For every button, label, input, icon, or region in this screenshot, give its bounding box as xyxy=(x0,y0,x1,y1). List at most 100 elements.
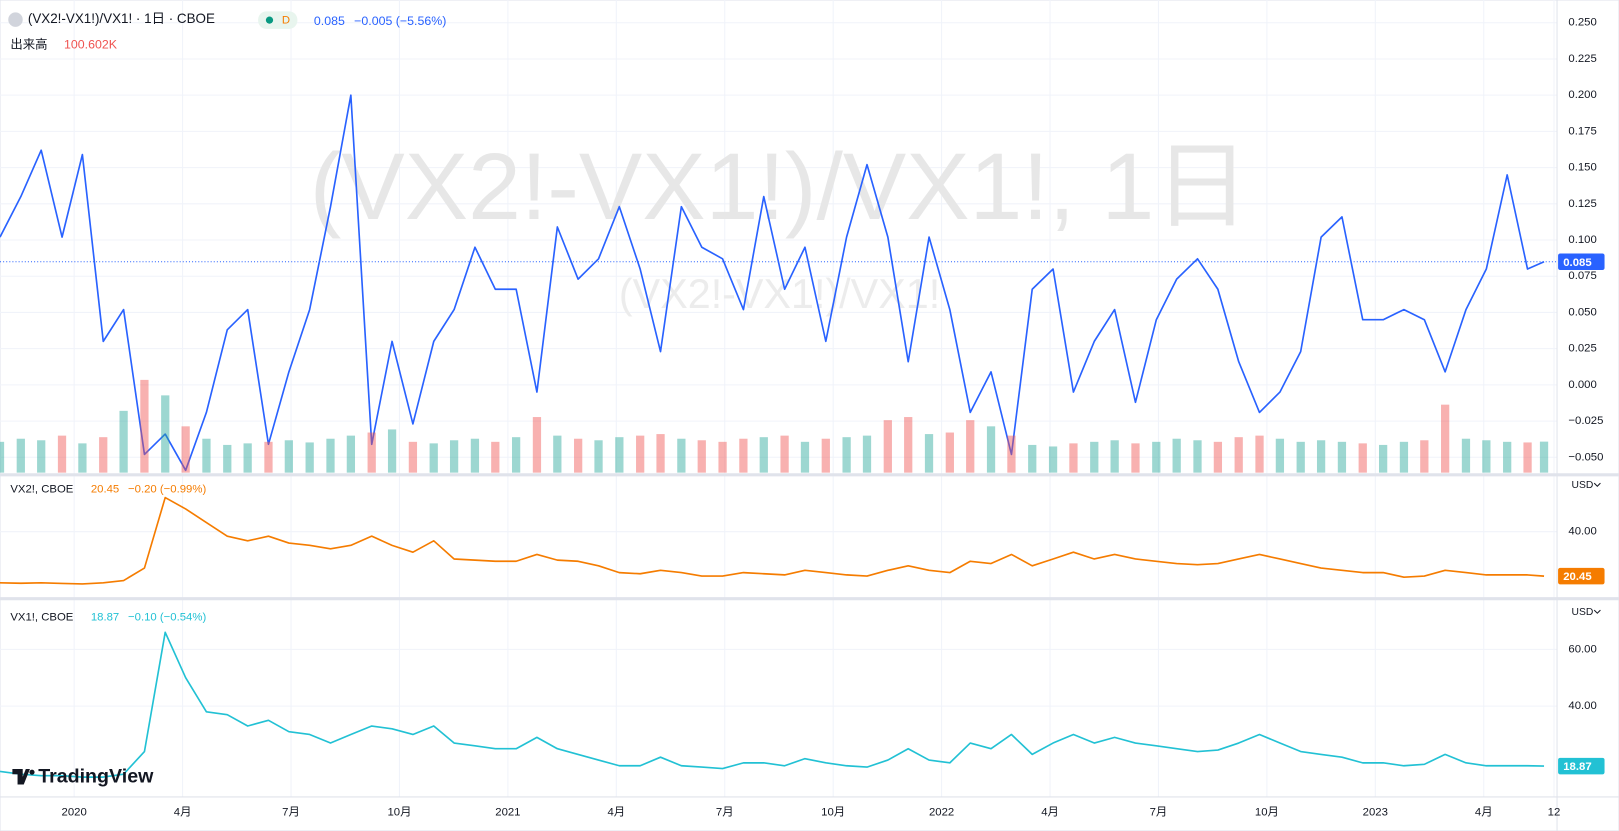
symbol-title[interactable]: (VX2!-VX1!)/VX1! · 1日 · CBOE xyxy=(28,11,215,26)
grid xyxy=(0,0,1558,797)
volume-bar xyxy=(862,435,872,473)
x-tick-label: 7月 xyxy=(282,806,300,818)
y-tick-label: 0.200 xyxy=(1568,89,1596,101)
chevron xyxy=(1593,609,1601,614)
currency[interactable]: USD xyxy=(1572,607,1594,618)
y-tick-label: 0.175 xyxy=(1568,125,1596,137)
volume-bar xyxy=(16,438,25,473)
y-tick-label: 0.250 xyxy=(1568,17,1596,29)
volume-bar xyxy=(800,441,810,473)
pane-change: −0.10 (−0.54%) xyxy=(128,611,206,623)
volume-legend: 出来高 xyxy=(10,37,47,52)
watermark: (VX2!-VX1!)/VX1!, 1日 xyxy=(310,134,1250,240)
volume-bar xyxy=(284,440,293,473)
y-tick-label: 0.150 xyxy=(1568,162,1596,174)
volume-bar xyxy=(1172,438,1181,473)
last-value-box xyxy=(1558,757,1605,775)
last-value-label: 0.085 xyxy=(1563,257,1591,269)
pane-legend: VX2!, CBOE xyxy=(10,483,73,495)
volume-bar xyxy=(202,438,211,473)
volume-bar xyxy=(511,437,521,473)
volume-bar xyxy=(718,441,727,473)
volume-bar xyxy=(264,441,273,473)
y-tick-label: 0.050 xyxy=(1568,306,1596,318)
interval-badge: D xyxy=(282,15,290,27)
volume-bar xyxy=(1420,440,1429,473)
volume-bar xyxy=(0,441,5,473)
y-tick-label: 0.025 xyxy=(1568,343,1596,355)
status-pill[interactable] xyxy=(258,11,298,29)
volume-bar xyxy=(1523,442,1532,473)
volume-bar xyxy=(780,435,789,473)
volume-bar xyxy=(904,417,913,473)
volume-bar xyxy=(140,379,149,473)
volume-bar xyxy=(1441,404,1450,473)
volume-bar xyxy=(1213,441,1223,473)
x-tick-label: 7月 xyxy=(716,806,734,818)
volume-bar xyxy=(1482,440,1491,473)
last-value-box xyxy=(1558,253,1605,271)
logo-text: TradingView xyxy=(38,766,154,788)
y-tick-label: 40.00 xyxy=(1568,526,1596,538)
x-tick-label: 4月 xyxy=(1041,806,1059,818)
y-tick-label: −0.025 xyxy=(1568,415,1603,427)
price-line xyxy=(0,94,1545,472)
volume-bar xyxy=(367,432,376,473)
volume-bar xyxy=(1539,441,1549,473)
x-tick-label: 4月 xyxy=(174,806,192,818)
axis: 2020 4月 7月 10月 2021 4月 7月 10月 2022 4月 7月 10月 2023 4月 1… xyxy=(62,17,1605,818)
logo-dot xyxy=(29,769,35,775)
volume-bar xyxy=(1090,441,1099,473)
last-value-label: 20.45 xyxy=(1563,571,1591,583)
volume-bar xyxy=(697,440,706,473)
x-tick-label: 2023 xyxy=(1363,806,1388,818)
pane-last: 18.87 xyxy=(91,611,119,623)
watermark-sub: (VX2!-VX1!)/VX1! xyxy=(619,271,940,317)
volume-bar xyxy=(1028,444,1037,473)
volume-bar xyxy=(161,395,170,473)
x-tick-label: 10月 xyxy=(821,806,845,818)
volume-bar xyxy=(305,442,314,473)
x-tick-label: 10月 xyxy=(387,806,411,818)
currency[interactable]: USD xyxy=(1572,480,1594,491)
volume-bar xyxy=(346,435,356,473)
volume-bar xyxy=(491,441,500,473)
x-tick-label: 7月 xyxy=(1150,806,1168,818)
volume-bar xyxy=(842,437,851,473)
y-tick-label: 60.00 xyxy=(1568,643,1596,655)
volume-bar xyxy=(532,417,542,473)
y-tick-label: 0.075 xyxy=(1568,270,1596,282)
x-tick-label: 2022 xyxy=(929,806,954,818)
volume-bar xyxy=(429,443,438,473)
x-tick-label: 4月 xyxy=(607,806,625,818)
volume-bar xyxy=(1378,444,1388,473)
volume-bar xyxy=(636,435,645,473)
x-tick-label: 2020 xyxy=(62,806,87,818)
legend-change: −0.005 (−5.56%) xyxy=(354,14,446,28)
volume-bar xyxy=(1048,446,1058,473)
last-value-box xyxy=(1558,567,1605,585)
volume-bar xyxy=(408,441,418,473)
logo[interactable]: TradingView xyxy=(12,766,154,788)
y-tick-label: 0.125 xyxy=(1568,198,1596,210)
volume-bar xyxy=(1234,437,1243,473)
data xyxy=(0,94,1558,778)
volume-bar xyxy=(1316,440,1326,473)
volume-bar xyxy=(470,438,480,473)
volume-bar xyxy=(924,434,934,473)
y-tick-label: 0.225 xyxy=(1568,53,1596,65)
volume-bar xyxy=(1461,438,1471,473)
status-dot xyxy=(265,16,274,24)
volume-bar xyxy=(986,426,996,473)
volume-bar xyxy=(1296,441,1305,473)
symbol-icon[interactable] xyxy=(8,12,23,27)
last-value-label: 18.87 xyxy=(1563,761,1591,773)
volume-bar xyxy=(1337,441,1347,473)
y-tick-label: 0.100 xyxy=(1568,234,1596,246)
y-tick-label: −0.050 xyxy=(1568,451,1603,463)
volume-bar xyxy=(883,420,892,473)
x-tick-label: 4月 xyxy=(1475,806,1493,818)
pane-legend: VX1!, CBOE xyxy=(10,611,73,623)
legend-last: 0.085 xyxy=(314,14,345,28)
